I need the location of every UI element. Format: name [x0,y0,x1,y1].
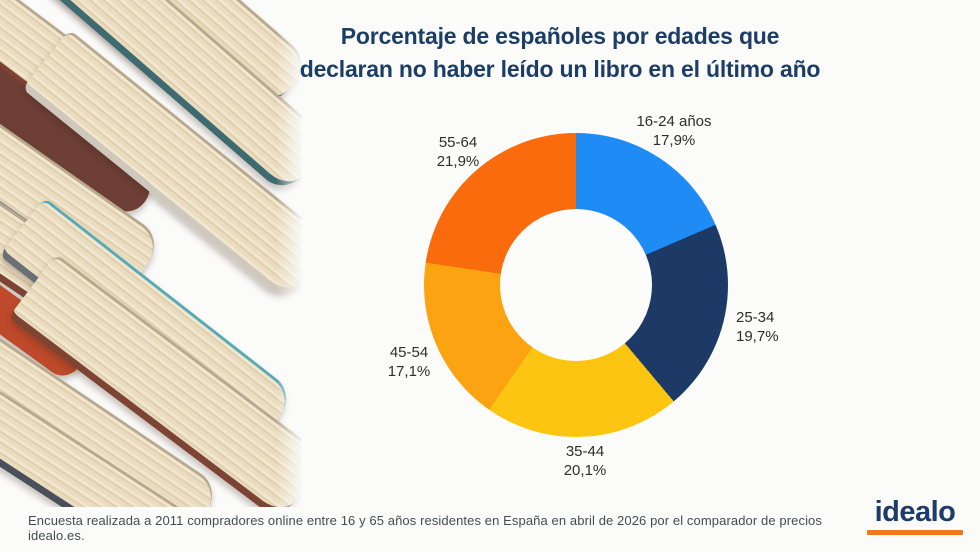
survey-footnote: Encuesta realizada a 2011 compradores on… [28,513,822,543]
segment-label-25-34: 25-34 19,7% [736,308,826,346]
segment-name: 25-34 [736,309,775,326]
segment-name: 35-44 [565,443,605,460]
segment-label-55-64: 55-64 21,9% [395,133,521,171]
segment-value: 17,1% [387,363,431,380]
donut-chart [424,133,728,437]
page-title-line2: declaran no haber leído un libro en el ú… [299,56,821,82]
segment-value: 20,1% [563,462,607,479]
segment-name: 45-54 [389,344,429,361]
page-title: Porcentaje de españoles por edades que d… [250,20,870,86]
segment-value: 17,9% [652,132,696,149]
donut-hole [500,209,652,361]
segment-label-35-44: 35-44 20,1% [515,442,655,480]
segment-label-16-24: 16-24 años 17,9% [600,112,748,150]
segment-value: 21,9% [436,153,480,170]
segment-name: 16-24 años [636,113,712,130]
segment-label-45-54: 45-54 17,1% [346,343,472,381]
segment-name: 55-64 [438,134,478,151]
idealo-logo-text: idealo [874,496,956,528]
idealo-logo-underline [867,530,963,535]
idealo-logo: idealo [866,497,964,535]
stacked-books-photo [0,0,302,507]
segment-value: 19,7% [736,328,779,345]
page-title-line1: Porcentaje de españoles por edades que [340,23,780,49]
